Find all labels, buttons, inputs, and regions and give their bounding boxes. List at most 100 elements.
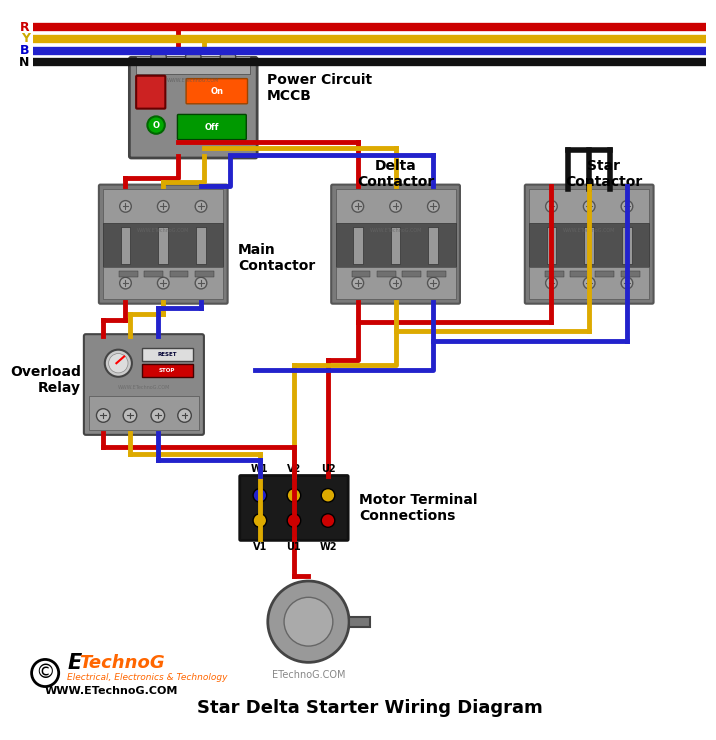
Text: Overload
Relay: Overload Relay [10, 365, 81, 394]
Circle shape [621, 201, 633, 212]
Circle shape [120, 278, 131, 289]
Text: Motor Terminal
Connections: Motor Terminal Connections [359, 493, 478, 523]
FancyBboxPatch shape [99, 184, 228, 303]
Circle shape [178, 408, 191, 423]
Text: ETechnoG.COM: ETechnoG.COM [271, 670, 345, 680]
Text: ©: © [35, 664, 55, 682]
FancyBboxPatch shape [130, 57, 257, 158]
Bar [428, 227, 438, 263]
Bar [136, 56, 251, 74]
Bar [195, 272, 213, 277]
Circle shape [584, 278, 595, 289]
Circle shape [158, 278, 169, 289]
Bar [352, 272, 370, 277]
Circle shape [284, 597, 333, 646]
Circle shape [584, 201, 595, 212]
Circle shape [287, 514, 301, 528]
Bar [546, 227, 556, 263]
Bar [121, 227, 130, 263]
Bar [529, 267, 649, 300]
Circle shape [147, 116, 165, 134]
Text: WWW.ETechnoG.COM: WWW.ETechnoG.COM [117, 385, 170, 390]
Text: WWW.ETechnoG.COM: WWW.ETechnoG.COM [45, 687, 178, 696]
Bar [170, 272, 188, 277]
Circle shape [268, 581, 349, 662]
Text: W2: W2 [319, 542, 337, 552]
Bar [196, 227, 205, 263]
Circle shape [253, 488, 266, 502]
Bar [545, 272, 564, 277]
Circle shape [427, 201, 439, 212]
Circle shape [109, 354, 128, 373]
Bar [427, 272, 446, 277]
Bar [336, 223, 455, 267]
Text: STOP: STOP [159, 368, 175, 373]
Circle shape [195, 278, 207, 289]
Bar [89, 396, 199, 430]
Bar [336, 189, 455, 223]
Bar [145, 272, 163, 277]
Bar [402, 272, 421, 277]
Circle shape [120, 201, 131, 212]
Text: Star Delta Starter Wiring Diagram: Star Delta Starter Wiring Diagram [197, 699, 542, 716]
Text: W1: W1 [251, 463, 268, 474]
Text: WWW.ETechnoG.COM: WWW.ETechnoG.COM [137, 228, 190, 232]
Circle shape [105, 350, 132, 377]
Circle shape [97, 408, 110, 423]
Text: WWW.ETechnoG.COM: WWW.ETechnoG.COM [563, 228, 615, 232]
FancyBboxPatch shape [186, 78, 248, 104]
Text: WWW.ETechnoG.COM: WWW.ETechnoG.COM [369, 228, 422, 232]
Bar [103, 223, 223, 267]
Circle shape [352, 278, 364, 289]
Circle shape [427, 278, 439, 289]
Circle shape [621, 278, 633, 289]
Text: Electrical, Electronics & Technology: Electrical, Electronics & Technology [67, 673, 228, 682]
Text: U1: U1 [286, 542, 301, 552]
Circle shape [151, 50, 166, 65]
Circle shape [321, 488, 335, 502]
Text: RESET: RESET [158, 352, 177, 357]
Circle shape [185, 50, 201, 65]
Text: E: E [67, 653, 82, 673]
Text: V1: V1 [253, 542, 267, 552]
Circle shape [390, 278, 402, 289]
Circle shape [321, 514, 335, 528]
Bar [119, 272, 138, 277]
FancyBboxPatch shape [136, 75, 165, 109]
Bar [596, 272, 614, 277]
Circle shape [158, 201, 169, 212]
FancyBboxPatch shape [332, 184, 460, 303]
Circle shape [352, 201, 364, 212]
Bar [584, 227, 594, 263]
Bar [622, 227, 632, 263]
Circle shape [151, 408, 165, 423]
Text: Star
Contactor: Star Contactor [565, 159, 642, 189]
Bar [158, 227, 168, 263]
Text: B: B [20, 44, 29, 57]
Circle shape [195, 201, 207, 212]
Bar [529, 223, 649, 267]
Text: TechnoG: TechnoG [79, 654, 165, 673]
Circle shape [546, 201, 557, 212]
Bar [142, 348, 193, 361]
Bar [142, 364, 193, 377]
Bar [529, 189, 649, 223]
Text: O: O [153, 121, 160, 130]
FancyBboxPatch shape [84, 334, 204, 435]
Text: Delta
Contactor: Delta Contactor [357, 159, 434, 189]
FancyBboxPatch shape [178, 115, 246, 140]
Circle shape [253, 514, 266, 528]
Text: On: On [211, 87, 223, 95]
Bar [391, 227, 400, 263]
Bar [103, 267, 223, 300]
Text: V2: V2 [287, 463, 301, 474]
Bar [353, 227, 363, 263]
FancyBboxPatch shape [525, 184, 654, 303]
Bar [349, 617, 370, 627]
Text: Off: Off [205, 123, 219, 132]
Text: R: R [20, 21, 29, 34]
Bar [571, 272, 589, 277]
Bar [336, 267, 455, 300]
Text: Main
Contactor: Main Contactor [238, 243, 315, 273]
Circle shape [546, 278, 557, 289]
